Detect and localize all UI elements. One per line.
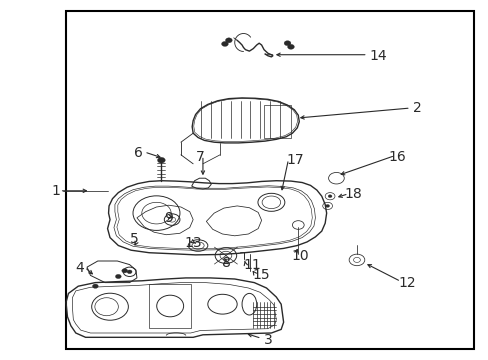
Text: 10: 10 (290, 249, 308, 262)
Text: 7: 7 (195, 150, 204, 163)
Text: 13: 13 (184, 236, 202, 250)
Circle shape (127, 270, 132, 274)
Bar (66, 11, 473, 349)
Text: 18: 18 (344, 188, 362, 201)
Text: 16: 16 (388, 150, 406, 163)
Text: 9: 9 (163, 211, 172, 225)
Text: 11: 11 (243, 258, 260, 271)
Text: 8: 8 (222, 256, 231, 270)
Circle shape (92, 284, 98, 288)
Text: 15: 15 (252, 269, 270, 282)
Text: 17: 17 (285, 153, 303, 167)
Circle shape (115, 274, 121, 279)
Circle shape (225, 38, 232, 43)
Circle shape (157, 157, 165, 163)
Circle shape (284, 41, 290, 46)
Circle shape (287, 44, 294, 49)
Text: 3: 3 (264, 333, 272, 347)
Circle shape (122, 269, 127, 273)
Text: 4: 4 (76, 261, 84, 275)
Circle shape (221, 41, 228, 46)
Text: 1: 1 (51, 184, 60, 198)
Bar (264, 105, 290, 138)
Text: 5: 5 (129, 233, 138, 246)
Bar (149, 284, 190, 328)
Text: 2: 2 (412, 101, 421, 115)
Text: 12: 12 (398, 276, 415, 289)
Text: 6: 6 (134, 146, 143, 160)
Circle shape (325, 204, 329, 207)
Text: 14: 14 (368, 49, 386, 63)
Circle shape (327, 195, 331, 198)
